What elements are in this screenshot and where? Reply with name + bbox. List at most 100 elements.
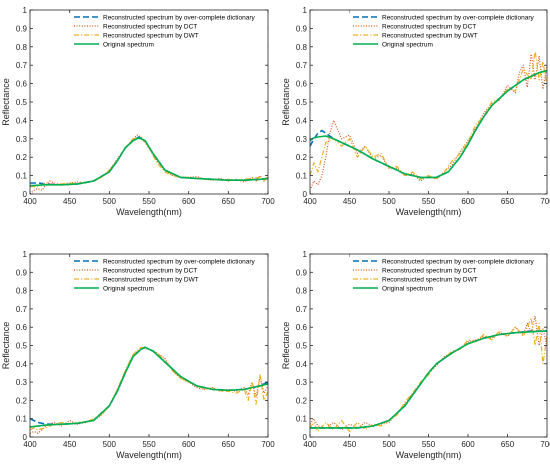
x-tick-label: 700 [540, 197, 550, 206]
legend: Reconstructed spectrum by over-complete … [349, 10, 547, 52]
x-tick-label: 600 [182, 197, 196, 206]
y-tick-label: 1 [303, 6, 308, 15]
y-tick-label: 0.5 [16, 98, 28, 107]
y-tick-label: 0.4 [16, 116, 28, 125]
y-tick-label: 0.2 [16, 153, 28, 162]
legend-box [70, 254, 268, 296]
legend-box [70, 10, 268, 52]
x-tick-label: 700 [540, 440, 550, 449]
y-tick-label: 0.4 [16, 360, 28, 369]
legend-entry-label: Reconstructed spectrum by DWT [103, 32, 199, 39]
y-tick-label: 0.3 [296, 378, 308, 387]
y-tick-label: 0.6 [296, 323, 308, 332]
legend-entry-label: Original spectrum [103, 285, 154, 292]
legend-entry-label: Original spectrum [382, 285, 433, 292]
x-tick-label: 650 [222, 440, 236, 449]
legend-entry-label: Reconstructed spectrum by over-complete … [103, 258, 255, 265]
legend-entry-label: Reconstructed spectrum by DCT [382, 23, 476, 30]
legend: Reconstructed spectrum by over-complete … [70, 254, 268, 296]
legend: Reconstructed spectrum by over-complete … [349, 254, 547, 296]
y-tick-label: 0.6 [16, 323, 28, 332]
y-tick-label: 0 [303, 433, 308, 442]
legend-entry-label: Reconstructed spectrum by DCT [382, 267, 476, 274]
series-group [30, 134, 268, 194]
x-tick-label: 500 [382, 197, 396, 206]
x-tick-label: 550 [142, 197, 156, 206]
y-tick-label: 0.9 [296, 24, 308, 33]
y-axis-label: Reflectance [1, 78, 11, 126]
y-tick-label: 0.3 [16, 378, 28, 387]
series-group [30, 346, 268, 434]
y-tick-label: 0.2 [296, 153, 308, 162]
legend-entry-label: Original spectrum [103, 41, 154, 48]
y-tick-label: 0.8 [296, 287, 308, 296]
y-axis-label: Reflectance [281, 322, 291, 370]
legend-entry-label: Reconstructed spectrum by DCT [103, 267, 197, 274]
legend-entry-label: Reconstructed spectrum by over-complete … [103, 14, 255, 21]
x-tick-label: 650 [222, 197, 236, 206]
x-tick-label: 450 [343, 197, 357, 206]
series-line-2 [30, 134, 268, 194]
x-tick-label: 700 [261, 197, 275, 206]
series-line-2 [310, 315, 547, 431]
legend-entry-label: Reconstructed spectrum by over-complete … [382, 14, 534, 21]
y-tick-label: 0.5 [296, 98, 308, 107]
y-tick-label: 0 [303, 190, 308, 199]
x-tick-label: 400 [23, 197, 37, 206]
x-tick-label: 600 [182, 440, 196, 449]
y-tick-label: 0.2 [296, 396, 308, 405]
legend-entry-label: Reconstructed spectrum by DWT [103, 276, 199, 283]
x-axis-label: Wavelength(nm) [396, 207, 462, 217]
y-tick-label: 0.1 [16, 415, 28, 424]
y-axis-label: Reflectance [1, 322, 11, 370]
chart-panel: 400 450 500 550 600 650 700 0 0.1 0.2 0.3 0.4 0.5 0.6… [1, 250, 275, 460]
y-tick-label: 0.3 [296, 135, 308, 144]
series-line-4 [310, 69, 547, 179]
y-tick-label: 0.8 [16, 43, 28, 52]
legend-entry-label: Reconstructed spectrum by DCT [103, 23, 197, 30]
x-tick-label: 500 [382, 440, 396, 449]
x-axis-label: Wavelength(nm) [116, 450, 182, 460]
y-tick-label: 1 [23, 250, 28, 259]
y-tick-label: 0.1 [296, 172, 308, 181]
x-tick-label: 450 [343, 440, 357, 449]
y-tick-label: 0.7 [296, 305, 308, 314]
y-tick-label: 0.2 [16, 396, 28, 405]
x-tick-label: 550 [142, 440, 156, 449]
y-tick-label: 0 [23, 433, 28, 442]
y-tick-label: 1 [23, 6, 28, 15]
series-group [310, 49, 547, 191]
y-tick-label: 0.4 [296, 116, 308, 125]
series-line-4 [30, 346, 268, 428]
series-line-2 [310, 53, 547, 191]
y-tick-label: 0.8 [16, 287, 28, 296]
legend-entry-label: Reconstructed spectrum by DWT [382, 276, 478, 283]
y-tick-label: 0.6 [16, 80, 28, 89]
x-tick-label: 400 [303, 440, 317, 449]
y-tick-label: 0.9 [16, 24, 28, 33]
x-tick-label: 600 [461, 440, 475, 449]
chart-panel: 400 450 500 550 600 650 700 0 0.1 0.2 0.3 0.4 0.5 0.6… [1, 6, 275, 217]
legend-box [349, 254, 547, 296]
y-tick-label: 0.8 [296, 43, 308, 52]
y-tick-label: 0.1 [16, 172, 28, 181]
x-tick-label: 700 [261, 440, 275, 449]
x-tick-label: 400 [23, 440, 37, 449]
x-tick-label: 550 [422, 197, 436, 206]
x-axis-label: Wavelength(nm) [396, 450, 462, 460]
x-tick-label: 650 [501, 440, 515, 449]
series-line-4 [30, 137, 268, 187]
x-tick-label: 450 [63, 197, 77, 206]
x-tick-label: 650 [501, 197, 515, 206]
y-tick-label: 0.1 [296, 415, 308, 424]
series-line-3 [30, 346, 268, 431]
y-tick-label: 0.9 [16, 268, 28, 277]
x-tick-label: 450 [63, 440, 77, 449]
y-tick-label: 0.9 [296, 268, 308, 277]
legend-box [349, 10, 547, 52]
series-line-4 [310, 330, 547, 429]
x-axis-label: Wavelength(nm) [116, 207, 182, 217]
y-tick-label: 0.7 [16, 61, 28, 70]
y-tick-label: 1 [303, 250, 308, 259]
